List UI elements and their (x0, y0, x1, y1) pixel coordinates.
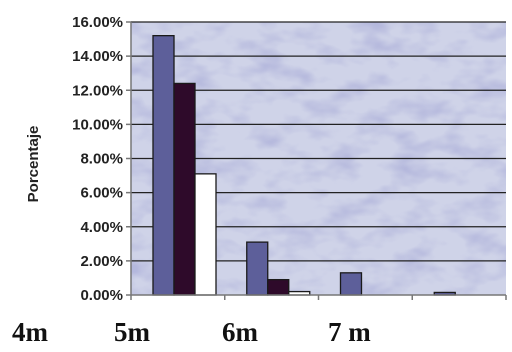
y-tick-label: 16.00% (72, 14, 123, 31)
y-tick-labels: 0.00% 2.00% 4.00% 6.00% 8.00% 10.00% 12.00% 14.… (72, 14, 123, 304)
y-tick-label: 14.00% (72, 48, 123, 65)
x-category-label: 7 m (328, 317, 371, 347)
y-tick-label: 6.00% (80, 185, 123, 202)
x-category-label: 5m (114, 317, 151, 347)
y-tick-label: 2.00% (80, 253, 123, 270)
y-tick-label: 12.00% (72, 82, 123, 99)
y-tick-label: 4.00% (80, 219, 123, 236)
bar (194, 173, 217, 296)
bar (173, 82, 196, 296)
y-tick-label: 8.00% (80, 151, 123, 168)
x-category-labels: 4m 5m 6m 7 m (12, 317, 371, 347)
y-axis-title: Porcentaje (25, 126, 42, 203)
bar (339, 272, 363, 296)
x-category-label: 6m (222, 317, 259, 347)
bar (267, 278, 290, 296)
bar (246, 241, 269, 296)
x-category-label: 4m (12, 317, 49, 347)
axes (126, 21, 507, 300)
bar (152, 35, 175, 296)
y-tick-label: 0.00% (80, 287, 123, 304)
y-tick-label: 10.00% (72, 116, 123, 133)
